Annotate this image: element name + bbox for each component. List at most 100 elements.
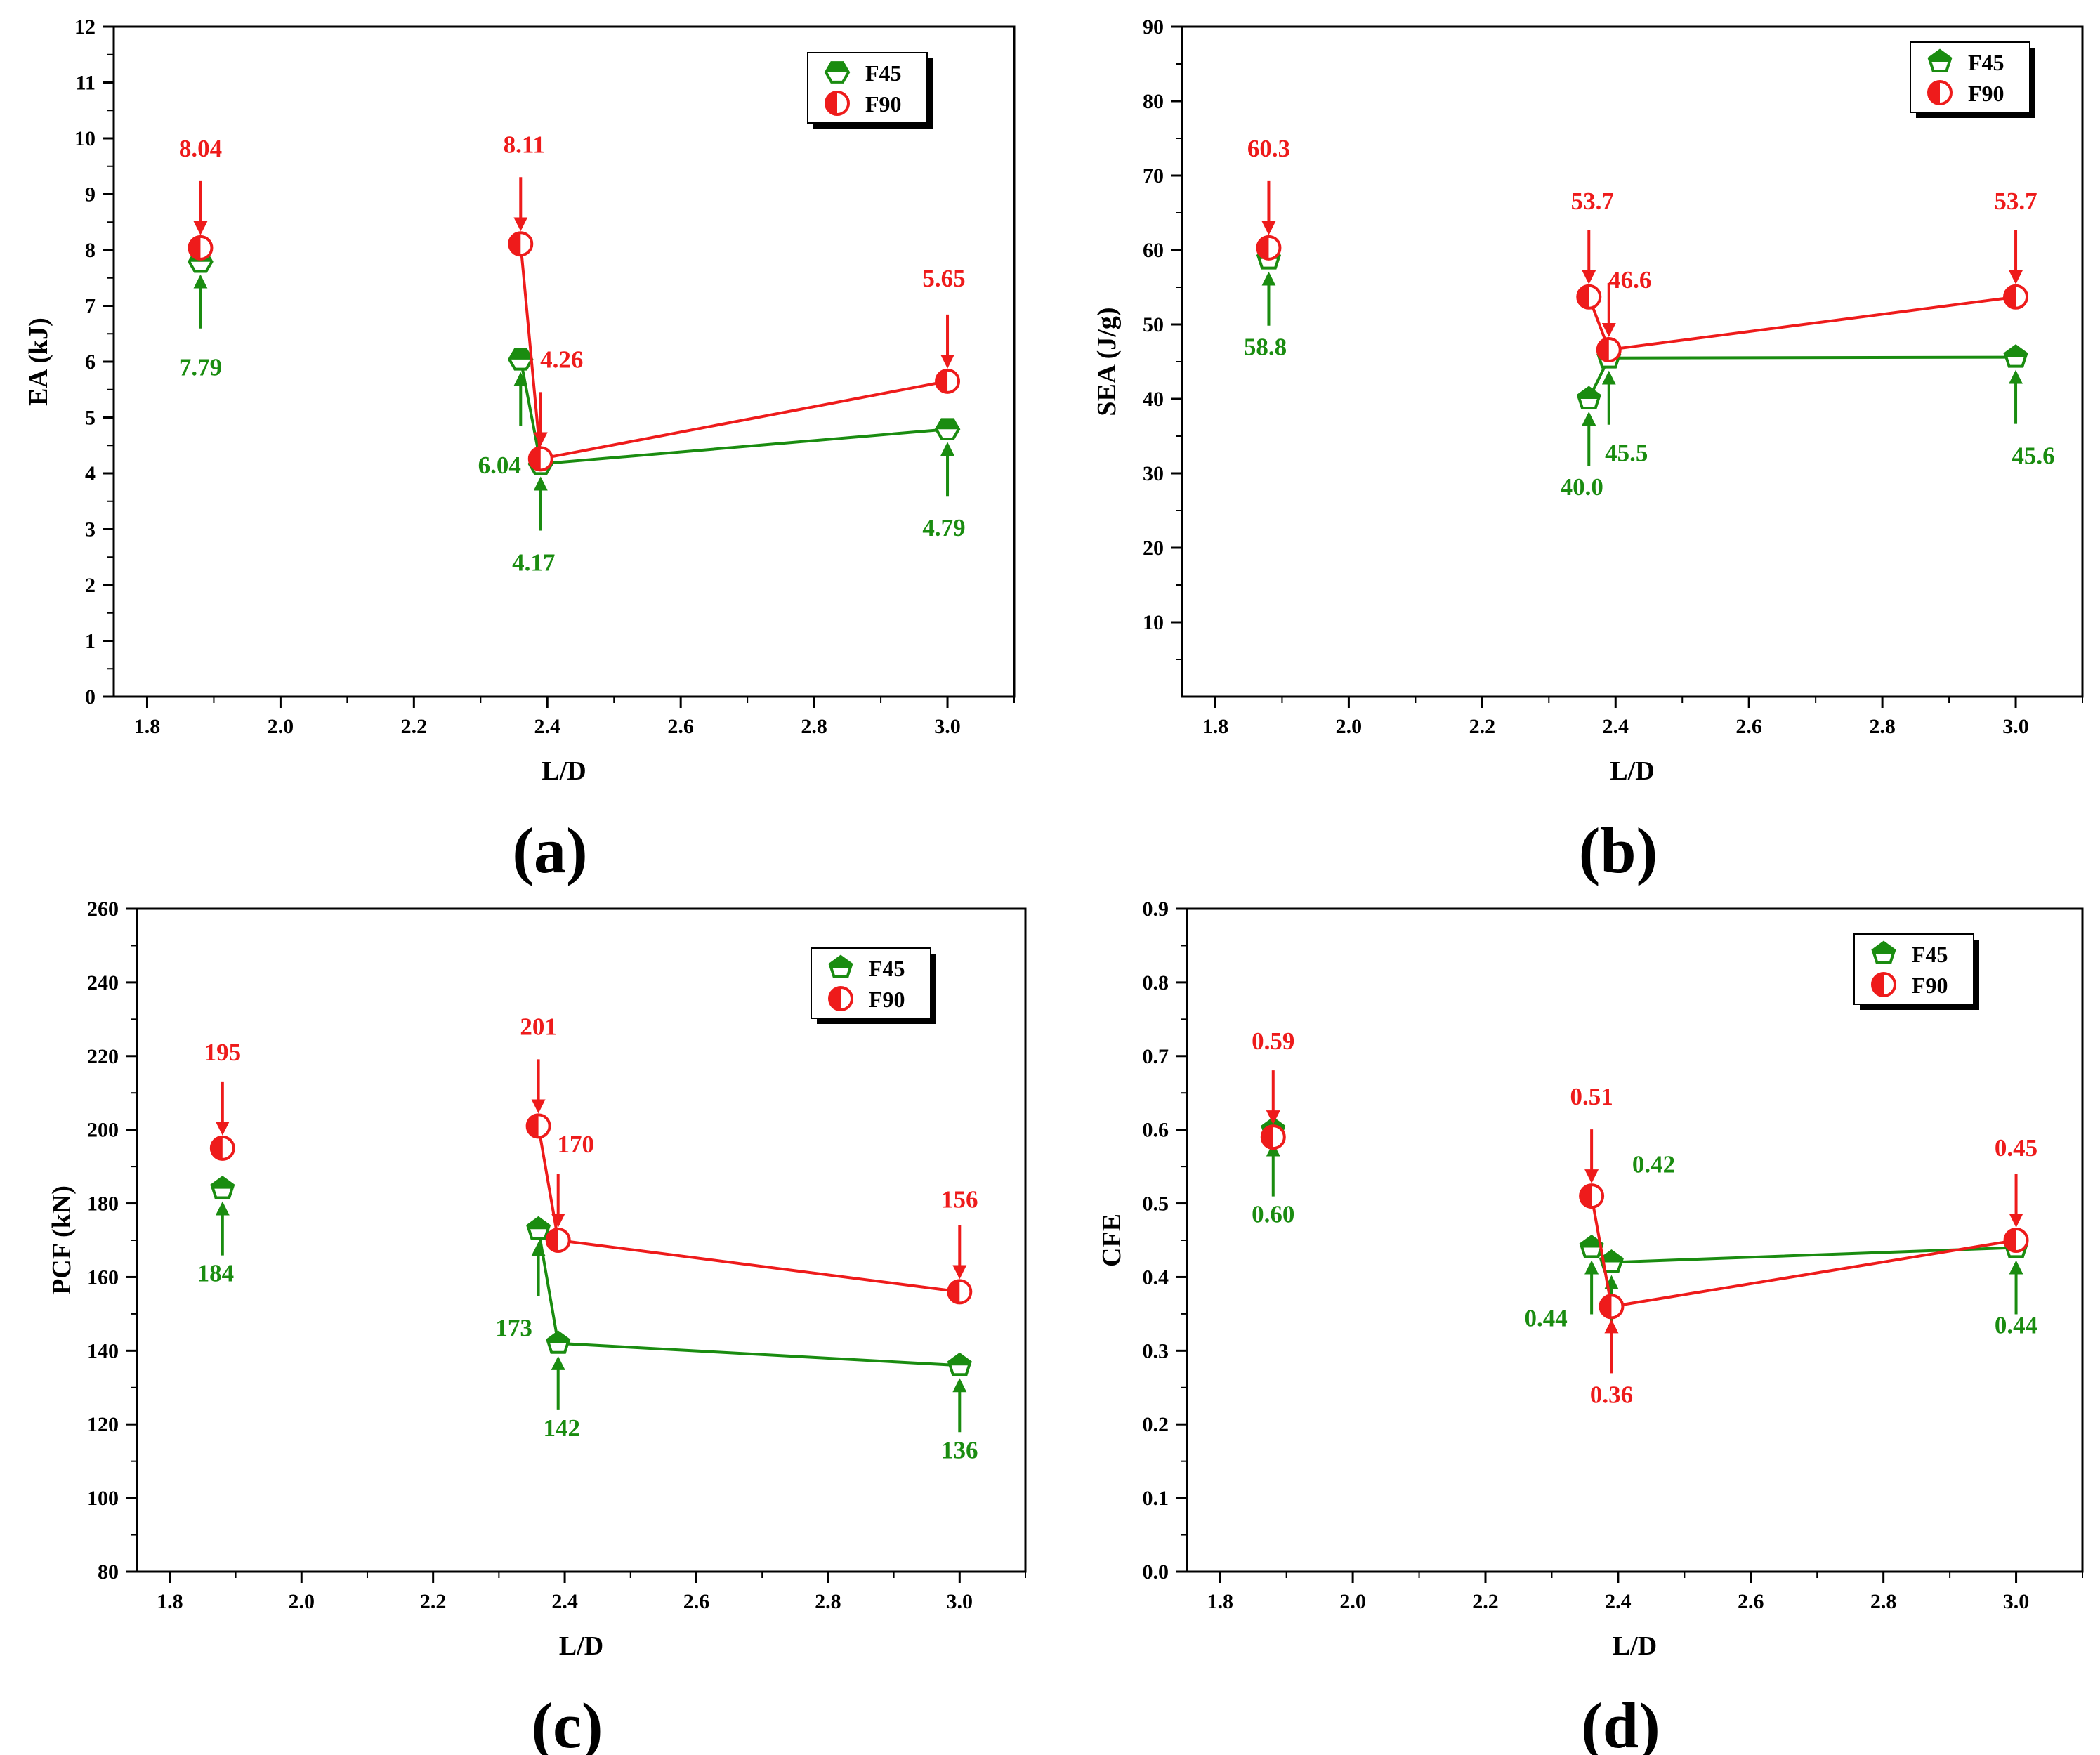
y-tick-label: 100 <box>87 1487 119 1510</box>
x-tick-label: 2.6 <box>1738 1590 1764 1613</box>
y-tick-label: 11 <box>76 72 96 95</box>
plot-frame <box>1181 25 2084 698</box>
legend-marker-f90-fill <box>829 987 841 1010</box>
x-tick-label: 2.8 <box>1869 715 1896 738</box>
x-axis-title: L/D <box>542 756 586 786</box>
series-line-f45 <box>519 359 948 466</box>
point-f45-fill <box>527 1218 549 1230</box>
series-line-f90 <box>1590 1195 2016 1308</box>
x-tick-label: 2.4 <box>1603 715 1629 738</box>
x-tick-label: 1.8 <box>1207 1590 1233 1613</box>
point-f90-fill <box>529 447 541 471</box>
series-line-f90 <box>519 244 948 461</box>
data-label-f90: 201 <box>520 1013 557 1040</box>
point-f90-fill <box>546 1229 558 1251</box>
y-tick-label: 0.4 <box>1143 1266 1169 1289</box>
y-tick-label: 120 <box>87 1413 119 1436</box>
data-label-f45: 45.5 <box>1605 440 1648 467</box>
data-label-f90: 46.6 <box>1608 266 1651 294</box>
point-f90-fill <box>1261 1126 1273 1149</box>
data-label-f90: 8.04 <box>179 135 222 162</box>
x-tick-label: 2.8 <box>815 1590 841 1613</box>
x-tick-label: 2.6 <box>683 1590 710 1613</box>
x-tick-label: 2.0 <box>1336 715 1363 738</box>
panel-a: 1.8 2.0 2.2 2.4 2.6 2.8 3.00123456789101112L/D… <box>24 15 1016 886</box>
data-label-f90: 195 <box>204 1039 242 1066</box>
series-line-f45 <box>1587 355 2016 400</box>
point-f90-fill <box>948 1280 960 1303</box>
y-tick-label: 160 <box>87 1266 119 1289</box>
data-label-f45: 142 <box>543 1414 580 1442</box>
point-f90-fill <box>1577 285 1589 308</box>
y-tick-label: 3 <box>85 518 96 541</box>
point-f90-fill <box>936 369 948 393</box>
data-label-f45: 136 <box>941 1436 978 1464</box>
data-label-f90: 0.45 <box>1995 1134 2037 1162</box>
x-tick-label: 2.4 <box>534 715 561 738</box>
y-tick-label: 4 <box>85 462 96 485</box>
y-tick-label: 140 <box>87 1339 119 1362</box>
y-tick-label: 5 <box>85 407 96 430</box>
data-label-f90: 53.7 <box>1994 188 2037 215</box>
x-tick-label: 2.2 <box>1469 715 1496 738</box>
data-label-f90: 60.3 <box>1247 135 1290 162</box>
point-f45-fill <box>547 1332 569 1343</box>
panel-c: 1.8 2.0 2.2 2.4 2.6 2.8 3.0 80 100 120 140 160 180 20… <box>47 898 1027 1755</box>
y-tick-label: 90 <box>1143 15 1164 39</box>
point-f90-fill <box>1257 236 1269 259</box>
panel-d: 1.8 2.0 2.2 2.4 2.6 2.8 3.0 0.0 0.1 0.2 0.3 0.4 0.5 0… <box>1097 898 2084 1755</box>
data-label-f90: 5.65 <box>922 265 965 292</box>
data-label-f90: 8.11 <box>504 131 545 158</box>
legend-label-f90: F90 <box>865 91 902 117</box>
y-axis-title: SEA (J/g) <box>1092 307 1122 416</box>
y-tick-label: 0.9 <box>1143 898 1169 921</box>
legend-label-f45: F45 <box>1968 50 2004 75</box>
series-line-f90 <box>537 1126 960 1294</box>
x-axis-title: L/D <box>1610 756 1654 786</box>
legend-marker-f45-fill <box>1929 51 1951 62</box>
y-tick-label: 1 <box>85 630 96 653</box>
y-tick-label: 0.2 <box>1143 1413 1169 1436</box>
data-label-f45: 0.60 <box>1252 1201 1294 1228</box>
point-f90-fill <box>1597 338 1609 362</box>
data-label-f45: 4.17 <box>512 548 555 576</box>
y-tick-label: 6 <box>85 350 96 374</box>
y-tick-label: 9 <box>85 183 96 206</box>
legend-label-f90: F90 <box>869 987 905 1012</box>
legend-label-f45: F45 <box>1912 942 1948 967</box>
point-f90-fill <box>211 1136 223 1159</box>
x-tick-label: 2.0 <box>1339 1590 1366 1613</box>
point-f90-fill <box>2004 1229 2016 1251</box>
y-axis-title: PCF (kN) <box>47 1185 77 1295</box>
data-label-f90: 4.26 <box>540 346 583 373</box>
y-tick-label: 50 <box>1143 313 1164 336</box>
data-label-f45: 0.42 <box>1632 1150 1675 1178</box>
y-tick-label: 60 <box>1143 239 1164 262</box>
data-label-f45: 4.79 <box>922 514 965 541</box>
point-f90-fill <box>189 236 201 259</box>
point-f45-fill <box>936 419 959 430</box>
y-tick-label: 200 <box>87 1119 119 1142</box>
point-f45-fill <box>510 349 532 360</box>
y-tick-label: 0 <box>85 685 96 709</box>
y-tick-label: 7 <box>85 295 96 318</box>
data-label-f45: 58.8 <box>1244 334 1287 361</box>
legend-label-f90: F90 <box>1968 81 2004 106</box>
x-tick-label: 3.0 <box>2002 715 2029 738</box>
legend-label-f45: F45 <box>865 60 902 86</box>
data-label-f45: 7.79 <box>179 354 222 381</box>
point-f90-fill <box>1600 1295 1612 1318</box>
data-label-f45: 0.44 <box>1995 1311 2037 1339</box>
y-tick-label: 0.3 <box>1143 1339 1169 1362</box>
legend-label-f90: F90 <box>1912 973 1948 998</box>
point-f45-fill <box>1601 1251 1622 1263</box>
point-f90-fill <box>527 1115 539 1138</box>
point-f45-fill <box>949 1354 971 1366</box>
point-f90-fill <box>2004 285 2016 308</box>
series-line-f45 <box>537 1228 960 1367</box>
y-tick-label: 80 <box>1143 90 1164 113</box>
y-tick-label: 0.0 <box>1143 1560 1169 1584</box>
y-tick-label: 0.7 <box>1143 1045 1169 1068</box>
y-tick-label: 20 <box>1143 537 1164 560</box>
